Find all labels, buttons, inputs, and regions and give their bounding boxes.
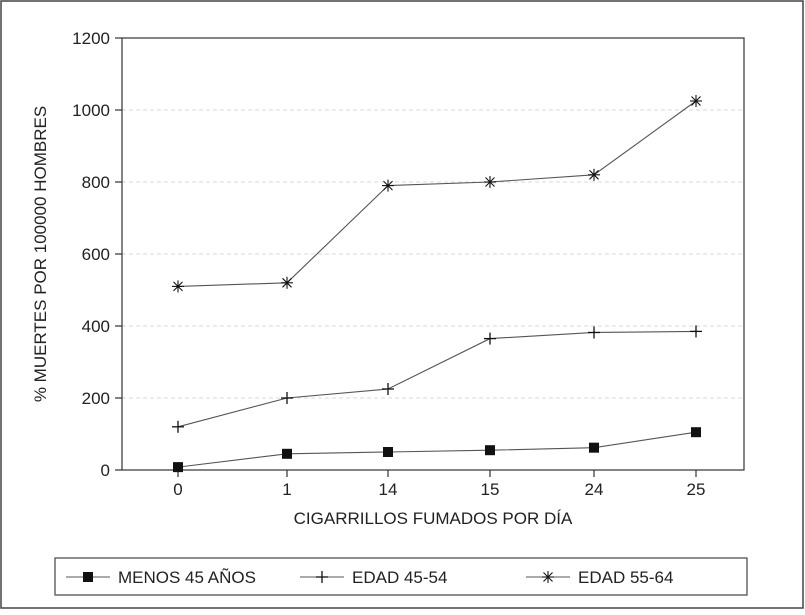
y-axis-label: % MUERTES POR 100000 HOMBRES xyxy=(31,106,50,402)
series-line xyxy=(177,431,697,468)
data-point xyxy=(484,332,496,345)
data-point xyxy=(588,326,600,339)
x-tick-label: 25 xyxy=(687,480,706,499)
data-point xyxy=(382,179,394,192)
x-axis: 0 1 14 15 24 25 xyxy=(173,470,705,499)
data-point xyxy=(172,280,184,293)
data-point xyxy=(173,462,183,473)
legend-item: EDAD 45-54 xyxy=(300,568,447,587)
x-tick-label: 1 xyxy=(282,480,291,499)
legend-marker xyxy=(83,572,93,582)
series-1 xyxy=(173,427,701,473)
grid-lines xyxy=(122,109,744,399)
data-point xyxy=(383,447,393,457)
legend-label: EDAD 55-64 xyxy=(578,568,673,587)
data-point xyxy=(485,445,495,456)
legend-marker xyxy=(542,571,554,583)
data-point xyxy=(282,448,292,459)
y-axis: 0 200 400 600 800 1000 1200 xyxy=(72,29,122,480)
legend-item: MENOS 45 AÑOS xyxy=(66,568,256,587)
legend-label: MENOS 45 AÑOS xyxy=(118,568,256,587)
data-point xyxy=(589,442,599,453)
y-tick-label: 200 xyxy=(82,389,110,408)
legend: MENOS 45 AÑOS EDAD 45-54 EDAD 55-64 xyxy=(66,568,673,587)
series-line xyxy=(177,100,697,287)
y-tick-label: 1200 xyxy=(72,29,110,48)
y-tick-label: 400 xyxy=(82,317,110,336)
data-point xyxy=(484,176,496,188)
y-tick-label: 1000 xyxy=(72,101,110,120)
series-lines xyxy=(172,95,702,473)
series-3 xyxy=(172,95,702,293)
x-tick-label: 0 xyxy=(173,480,182,499)
series-2 xyxy=(172,325,702,433)
y-tick-label: 0 xyxy=(101,461,110,480)
series-line xyxy=(177,330,697,428)
data-point xyxy=(172,420,184,433)
legend-marker xyxy=(316,571,328,583)
x-tick-label: 15 xyxy=(481,480,500,499)
y-tick-label: 800 xyxy=(82,173,110,192)
data-point xyxy=(691,427,701,438)
data-point xyxy=(690,95,702,107)
legend-label: EDAD 45-54 xyxy=(352,568,447,587)
x-axis-label: CIGARRILLOS FUMADOS POR DÍA xyxy=(294,509,573,528)
y-tick-label: 600 xyxy=(82,245,110,264)
x-tick-label: 14 xyxy=(379,480,398,499)
x-tick-label: 24 xyxy=(585,480,604,499)
legend-box xyxy=(54,557,748,596)
legend-item: EDAD 55-64 xyxy=(526,568,673,587)
data-point xyxy=(588,168,600,181)
data-point xyxy=(281,392,293,404)
data-point xyxy=(690,325,702,338)
data-point xyxy=(281,276,293,289)
data-point xyxy=(382,383,394,395)
